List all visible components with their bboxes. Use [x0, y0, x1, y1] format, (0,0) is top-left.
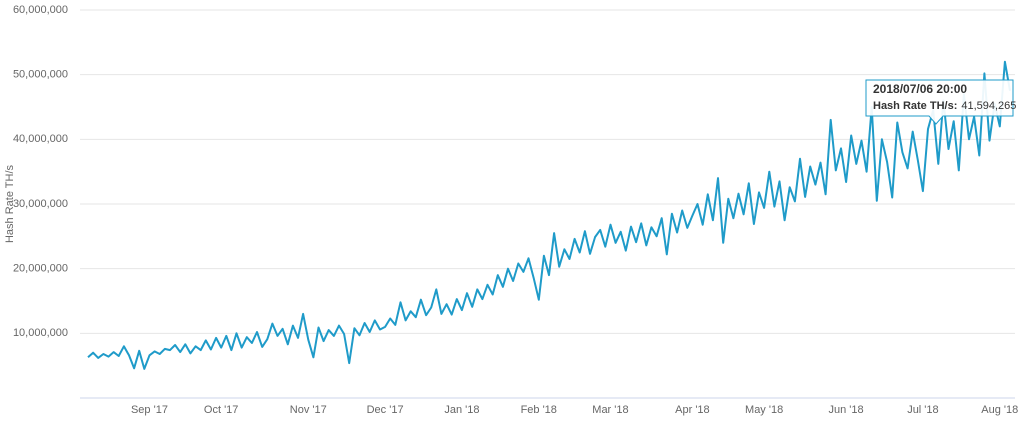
x-tick-label: Dec '17	[367, 404, 404, 416]
y-axis-title: Hash Rate TH/s	[4, 164, 16, 243]
x-tick-label: Nov '17	[290, 404, 327, 416]
x-tick-label: Feb '18	[521, 404, 557, 416]
y-tick-label: 40,000,000	[13, 133, 68, 145]
y-tick-label: 50,000,000	[13, 69, 68, 81]
data-line	[87, 60, 1011, 370]
x-tick-label: Jun '18	[829, 404, 864, 416]
tooltip-title: 2018/07/06 20:00	[873, 82, 967, 96]
tooltip-label: Hash Rate TH/s:	[873, 100, 957, 112]
x-tick-label: May '18	[745, 404, 783, 416]
x-tick-label: Jul '18	[907, 404, 938, 416]
x-tick-label: Sep '17	[131, 404, 168, 416]
x-tick-label: Aug '18	[981, 404, 1018, 416]
x-tick-label: Apr '18	[675, 404, 710, 416]
x-tick-label: Oct '17	[204, 404, 239, 416]
x-tick-label: Jan '18	[444, 404, 479, 416]
y-tick-label: 30,000,000	[13, 198, 68, 210]
y-tick-label: 60,000,000	[13, 4, 68, 16]
tooltip-box	[865, 79, 1014, 125]
y-tick-label: 10,000,000	[13, 327, 68, 339]
x-tick-label: Mar '18	[592, 404, 628, 416]
tooltip-line: Hash Rate TH/s: 41,594,265	[873, 100, 1016, 112]
y-tick-label: 20,000,000	[13, 263, 68, 275]
tooltip-value: 41,594,265	[961, 100, 1016, 112]
tooltip: 2018/07/06 20:00 Hash Rate TH/s: 41,594,26…	[865, 79, 1016, 125]
